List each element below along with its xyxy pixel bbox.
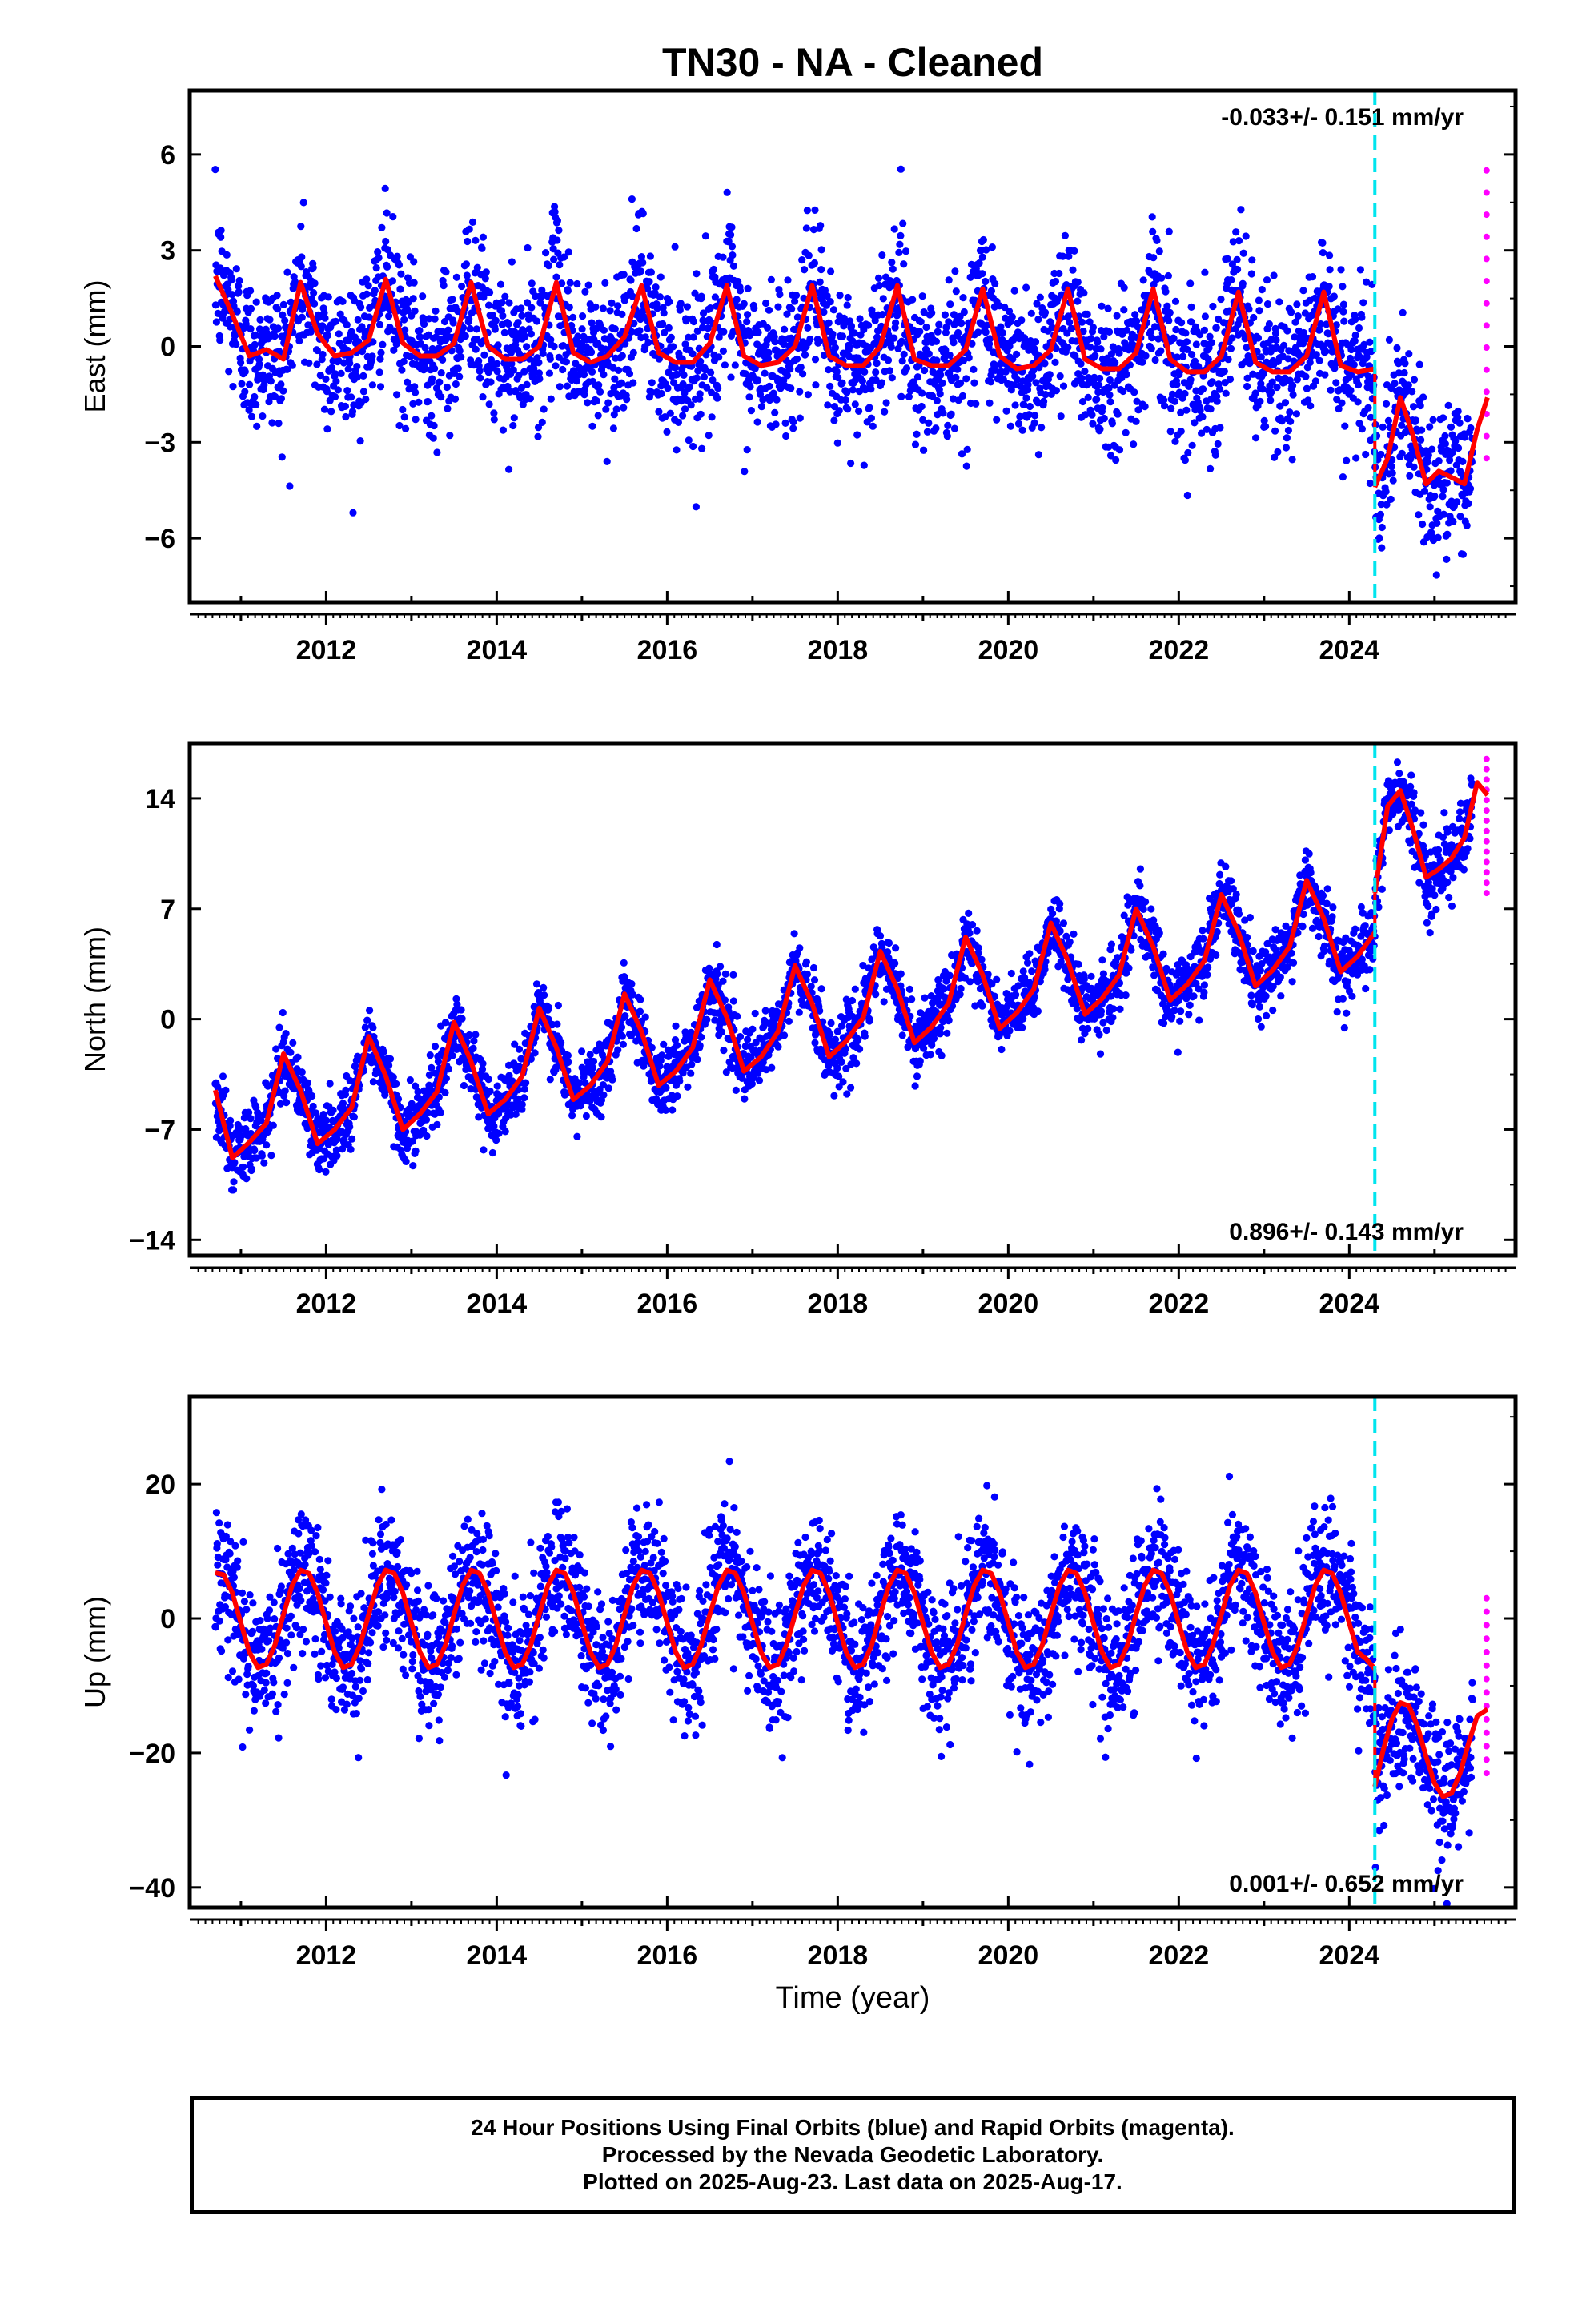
north-x-tick-label: 2012 bbox=[296, 1289, 357, 1319]
up-x-tick-label: 2022 bbox=[1149, 1940, 1210, 1971]
east-y-tick-label: −3 bbox=[144, 428, 175, 458]
east-y-tick-label: 3 bbox=[160, 236, 175, 267]
up-y-axis-label: Up (mm) bbox=[78, 1596, 111, 1708]
east-y-tick-label: 6 bbox=[160, 140, 175, 171]
up-model-line-1 bbox=[215, 1567, 1377, 1671]
east-y-tick-label: 0 bbox=[160, 332, 175, 363]
up-y-tick-label: −20 bbox=[129, 1739, 175, 1769]
up-x-axis-label: Time (year) bbox=[776, 1981, 930, 2015]
east-panel: 2012 2014 2016 2018 2020 2022 2024 −6 −3 0 3 6 East … bbox=[78, 88, 1518, 665]
east-x-tick-label: 2024 bbox=[1319, 635, 1380, 665]
north-final-orbit-dots bbox=[211, 758, 1476, 1194]
east-x-tick-label: 2016 bbox=[637, 635, 698, 665]
footer-caption-box: 24 Hour Positions Using Final Orbits (bl… bbox=[190, 2096, 1516, 2214]
footer-line-3: Plotted on 2025-Aug-23. Last data on 202… bbox=[583, 2169, 1122, 2194]
up-panel: 2012 2014 2016 2018 2020 2022 2024 −40 −20 0 20 Up … bbox=[78, 1394, 1518, 2015]
east-x-tick-label: 2020 bbox=[978, 635, 1039, 665]
north-rapid-orbit-dots bbox=[1483, 755, 1490, 897]
east-x-tick-label: 2014 bbox=[467, 635, 528, 665]
east-rapid-orbit-dots bbox=[1483, 167, 1490, 462]
up-final-orbit-dots bbox=[211, 1458, 1476, 1908]
north-model-line-2 bbox=[1372, 780, 1490, 894]
east-velocity-label: -0.033+/- 0.151 mm/yr bbox=[1221, 104, 1464, 131]
east-final-orbit-dots bbox=[211, 165, 1476, 579]
up-frame bbox=[187, 1394, 1518, 1910]
east-x-tick-label: 2012 bbox=[296, 635, 357, 665]
up-x-tick-label: 2012 bbox=[296, 1940, 357, 1971]
up-x-tick-label: 2016 bbox=[637, 1940, 698, 1971]
north-x-tick-label: 2018 bbox=[808, 1289, 869, 1319]
north-x-tick-label: 2014 bbox=[467, 1289, 528, 1319]
north-x-tick-label: 2016 bbox=[637, 1289, 698, 1319]
north-y-tick-label: 14 bbox=[145, 784, 175, 814]
up-x-tick-label: 2014 bbox=[467, 1940, 528, 1971]
up-x-tick-label: 2020 bbox=[978, 1940, 1039, 1971]
east-x-tick-label: 2018 bbox=[808, 635, 869, 665]
up-rapid-orbit-dots bbox=[1483, 1594, 1490, 1777]
north-panel: 2012 2014 2016 2018 2020 2022 2024 −14 −7 0 7 14 Nor… bbox=[78, 741, 1518, 1319]
north-x-tick-label: 2024 bbox=[1319, 1289, 1380, 1319]
north-frame bbox=[187, 741, 1518, 1258]
up-x-tick-label: 2018 bbox=[808, 1940, 869, 1971]
up-model-line-2 bbox=[1372, 1700, 1489, 1799]
up-final-orbit-points bbox=[211, 1458, 1476, 1908]
north-y-axis-label: North (mm) bbox=[78, 927, 111, 1072]
footer-line-1: 24 Hour Positions Using Final Orbits (bl… bbox=[471, 2115, 1235, 2140]
up-y-tick-label: −40 bbox=[129, 1873, 175, 1904]
east-model-line-1 bbox=[213, 275, 1375, 375]
east-y-axis-label: East (mm) bbox=[78, 280, 111, 413]
north-y-tick-label: −14 bbox=[129, 1225, 175, 1256]
north-velocity-label: 0.896+/- 0.143 mm/yr bbox=[1229, 1219, 1464, 1245]
north-x-tick-label: 2022 bbox=[1149, 1289, 1210, 1319]
east-x-tick-label: 2022 bbox=[1149, 635, 1210, 665]
north-final-orbit-points bbox=[211, 758, 1476, 1194]
figure-title: TN30 - NA - Cleaned bbox=[662, 40, 1043, 85]
footer-line-2: Processed by the Nevada Geodetic Laborat… bbox=[601, 2142, 1104, 2167]
up-velocity-label: 0.001+/- 0.652 mm/yr bbox=[1229, 1871, 1464, 1897]
east-y-tick-label: −6 bbox=[144, 524, 175, 554]
up-x-tick-label: 2024 bbox=[1319, 1940, 1380, 1971]
north-model-line-1 bbox=[212, 878, 1377, 1160]
north-y-tick-label: 7 bbox=[160, 895, 175, 925]
north-y-tick-label: 0 bbox=[160, 1005, 175, 1035]
up-y-tick-label: 20 bbox=[145, 1470, 175, 1500]
up-y-tick-label: 0 bbox=[160, 1604, 175, 1634]
north-y-tick-label: −7 bbox=[144, 1115, 175, 1145]
north-x-tick-label: 2020 bbox=[978, 1289, 1039, 1319]
east-final-orbit-points bbox=[211, 165, 1476, 579]
east-model-line-2 bbox=[1372, 395, 1490, 489]
